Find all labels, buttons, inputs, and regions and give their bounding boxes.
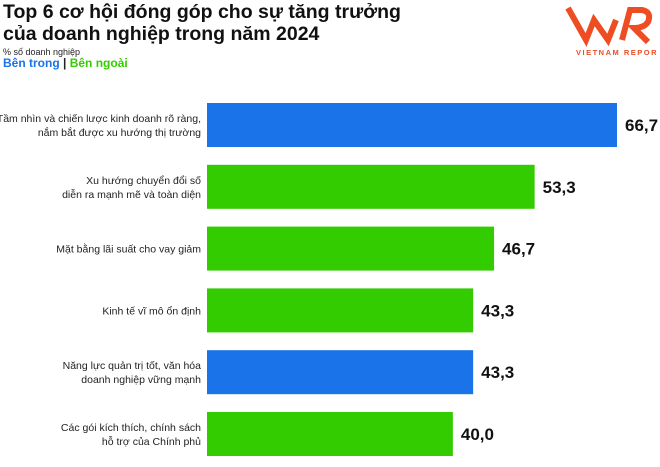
bar bbox=[207, 288, 474, 333]
value-label: 40,0 bbox=[461, 425, 494, 444]
category-label: Kinh tế vĩ mô ổn định bbox=[102, 305, 201, 317]
category-label: diễn ra mạnh mẽ và toàn diện bbox=[62, 188, 201, 201]
chart-title: Top 6 cơ hội đóng góp cho sự tăng trưởng… bbox=[3, 1, 401, 45]
bar bbox=[207, 103, 617, 147]
legend: Bên trong | Bên ngoài bbox=[3, 56, 128, 70]
category-label: nắm bắt được xu hướng thị trường bbox=[38, 126, 201, 139]
svg-text:VIETNAM REPORT: VIETNAM REPORT bbox=[576, 48, 658, 57]
category-label: Các gói kích thích, chính sách bbox=[61, 422, 201, 434]
bar bbox=[207, 412, 453, 456]
vietnam-report-logo: VIETNAM REPORT bbox=[565, 6, 658, 57]
value-label: 43,3 bbox=[481, 301, 514, 320]
category-label: Xu hướng chuyển đổi số bbox=[86, 175, 201, 187]
legend-separator: | bbox=[63, 56, 67, 70]
category-label: Năng lực quản trị tốt, văn hóa bbox=[63, 360, 202, 372]
chart-subtitle: % số doanh nghiệp bbox=[3, 47, 81, 57]
legend-external: Bên ngoài bbox=[69, 56, 128, 70]
category-label: hỗ trợ của Chính phủ bbox=[102, 435, 201, 448]
value-label: 53,3 bbox=[543, 178, 576, 197]
legend-internal: Bên trong bbox=[3, 56, 60, 70]
bar bbox=[207, 164, 535, 209]
bar bbox=[207, 350, 474, 395]
category-label: Mặt bằng lãi suất cho vay giảm bbox=[56, 243, 201, 256]
value-label: 66,7 bbox=[625, 116, 658, 135]
bar bbox=[207, 226, 495, 271]
category-label: doanh nghiệp vững mạnh bbox=[81, 374, 201, 386]
value-label: 43,3 bbox=[481, 363, 514, 382]
category-label: Tầm nhìn và chiến lược kinh doanh rõ ràn… bbox=[0, 113, 201, 125]
value-label: 46,7 bbox=[502, 240, 535, 259]
